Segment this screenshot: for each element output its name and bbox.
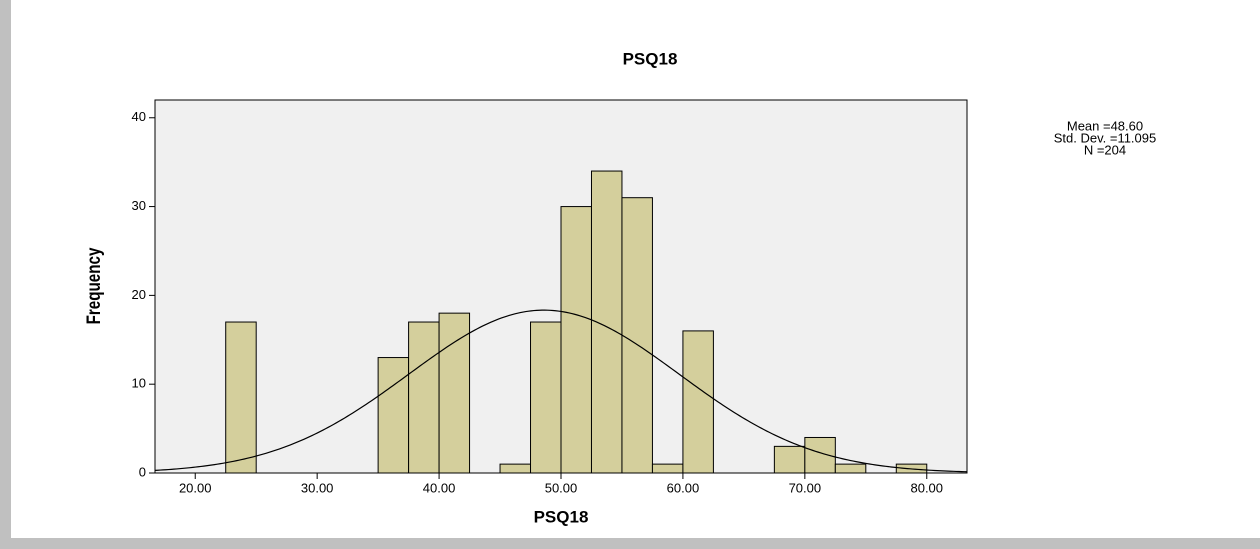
x-tick-label: 70.00 [789, 480, 822, 495]
x-tick-label: 20.00 [179, 480, 212, 495]
bar [377, 357, 410, 474]
stat-n: N =204 [1084, 142, 1126, 157]
y-tick-label: 30 [132, 198, 146, 213]
x-tick-label: 30.00 [301, 480, 334, 495]
y-tick-label: 10 [132, 376, 146, 391]
bar [651, 463, 684, 474]
bar [621, 197, 653, 474]
x-tick-label: 60.00 [667, 480, 700, 495]
y-tick-label: 0 [139, 464, 146, 479]
bar [834, 463, 867, 474]
stat-sd: Std. Dev. =11.095 [1054, 130, 1157, 145]
bar [530, 321, 562, 474]
y-axis-label: Frequency [82, 247, 104, 324]
y-tick-label: 20 [132, 287, 146, 302]
stat-mean: Mean =48.60 [1067, 118, 1143, 133]
bar [438, 312, 471, 474]
bar [225, 321, 257, 474]
x-axis-label: PSQ18 [534, 507, 589, 526]
chart-title: PSQ18 [623, 49, 678, 68]
x-tick-label: 80.00 [910, 480, 943, 495]
bar [499, 463, 532, 474]
bar [560, 206, 592, 474]
bar [773, 445, 806, 474]
bottom-border [0, 538, 1260, 549]
bar [682, 330, 714, 474]
bar [408, 321, 440, 474]
x-tick-label: 40.00 [423, 480, 456, 495]
x-tick-label: 50.00 [545, 480, 578, 495]
y-tick-label: 40 [132, 109, 146, 124]
left-border [0, 0, 11, 549]
normal-curve [154, 309, 968, 473]
